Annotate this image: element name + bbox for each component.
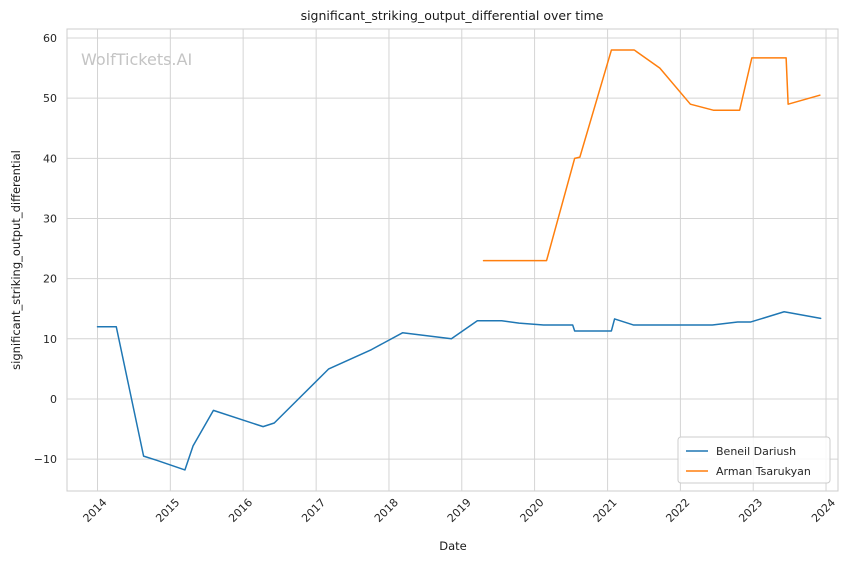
legend-label: Beneil Dariush [716,445,796,458]
y-tick-label: 10 [43,333,57,346]
series-line-arman-tsarukyan [482,49,821,262]
legend-label: Arman Tsarukyan [716,465,811,478]
legend: Beneil Dariush Arman Tsarukyan [677,436,831,484]
legend-box [677,436,831,484]
series-line-beneil-dariush [96,310,822,471]
chart-title: significant_striking_output_differential… [301,8,604,23]
y-tick-label: 60 [43,32,57,45]
y-tick-label: −10 [34,453,57,466]
series-lines [96,49,822,471]
x-axis-label: Date [439,539,467,553]
y-tick-label: 50 [43,92,57,105]
y-tick-label: 0 [50,393,57,406]
y-tick-label: 20 [43,273,57,286]
y-axis-label: significant_striking_output_differential [9,150,23,370]
y-tick-label: 40 [43,152,57,165]
y-axis-ticks: −10 0 10 20 30 40 50 60 [34,32,57,466]
plot-area [66,28,839,492]
y-tick-label: 30 [43,212,57,225]
watermark: WolfTickets.AI [81,50,192,69]
